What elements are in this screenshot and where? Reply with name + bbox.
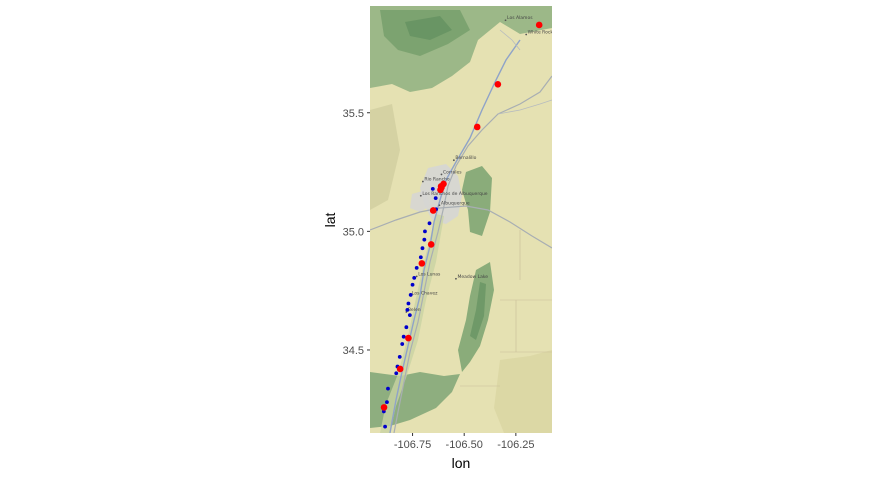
place-marker [525,33,528,36]
y-axis: 34.5 35.0 35.5 [343,108,370,357]
y-tick-label: 35.0 [343,226,364,238]
place-marker [419,194,422,197]
blue-point [423,229,427,234]
place-label: Los Chavez [412,290,438,296]
place-marker [504,19,507,22]
southeast-hills [494,350,552,433]
basemap: Los Alamos White Rock Bernalillo Corrales Ri… [370,6,554,433]
place-marker [421,180,424,183]
place-label: Bernalillo [455,155,476,161]
place-marker [415,275,418,278]
place-labels: Los Alamos White Rock Bernalillo Corrales Ri… [405,15,554,313]
blue-point [406,301,411,306]
x-tick-label: -106.25 [497,439,534,451]
rio-grande [389,39,521,433]
place-marker [455,277,457,280]
blue-point [407,313,412,318]
sandia-mountains [462,166,492,236]
blue-point [383,424,387,429]
y-axis-title: lat [322,213,338,228]
place-label: Los Ranchos de Albuquerque [422,191,487,197]
highway-northeast [497,99,552,115]
west-escarpment [370,104,400,210]
blue-point [394,371,399,376]
red-point [380,404,388,411]
place-marker [440,173,443,176]
blue-point [422,237,427,242]
rio-rancho-urban [410,190,430,212]
y-tick-label: 34.5 [343,345,364,357]
blue-point [386,386,390,391]
blue-point [404,325,409,330]
interstate-25 [393,75,552,433]
place-label: Albuquerque [441,200,470,206]
blue-point [401,334,406,339]
y-tick-label: 35.5 [343,108,364,120]
blue-point [385,400,389,405]
red-point [437,186,444,194]
interstate-40 [370,205,552,249]
red-points [380,21,543,411]
red-point [473,123,481,131]
red-point [535,21,543,29]
place-label: White Rock [528,29,554,35]
blue-point [410,282,415,287]
blue-point [430,186,435,191]
northern-peak [405,16,452,40]
manzano-ridge [470,282,486,340]
x-axis: -106.75 -106.50 -106.25 [394,433,535,451]
place-label: Los Lunas [418,271,441,277]
blue-point [420,246,425,251]
blue-point [397,354,402,359]
place-label: Corrales [443,169,462,175]
blue-point [418,255,423,260]
blue-point [414,265,419,270]
x-tick-label: -106.50 [446,439,483,451]
red-point [427,241,435,248]
x-axis-title: lon [452,455,471,471]
place-label: Meadow Lake [457,274,488,280]
red-point [405,334,412,342]
boundary-lines [460,230,552,387]
place-marker [438,204,441,207]
red-point [418,260,426,267]
blue-point [405,307,410,312]
place-label: Belen [408,307,421,313]
blue-point [433,196,438,201]
red-point [396,365,404,373]
blue-point [412,275,417,280]
blue-point [400,342,405,346]
red-point [429,207,437,214]
highway-los-alamos [499,29,521,51]
river-valley [380,214,444,433]
red-point [494,80,502,88]
place-label: Los Alamos [507,15,533,21]
blue-points [381,186,439,429]
x-tick-label: -106.75 [394,439,431,451]
blue-point [427,221,432,226]
place-marker [452,159,455,162]
blue-point [408,293,413,297]
place-label: Rio Rancho [424,177,450,183]
